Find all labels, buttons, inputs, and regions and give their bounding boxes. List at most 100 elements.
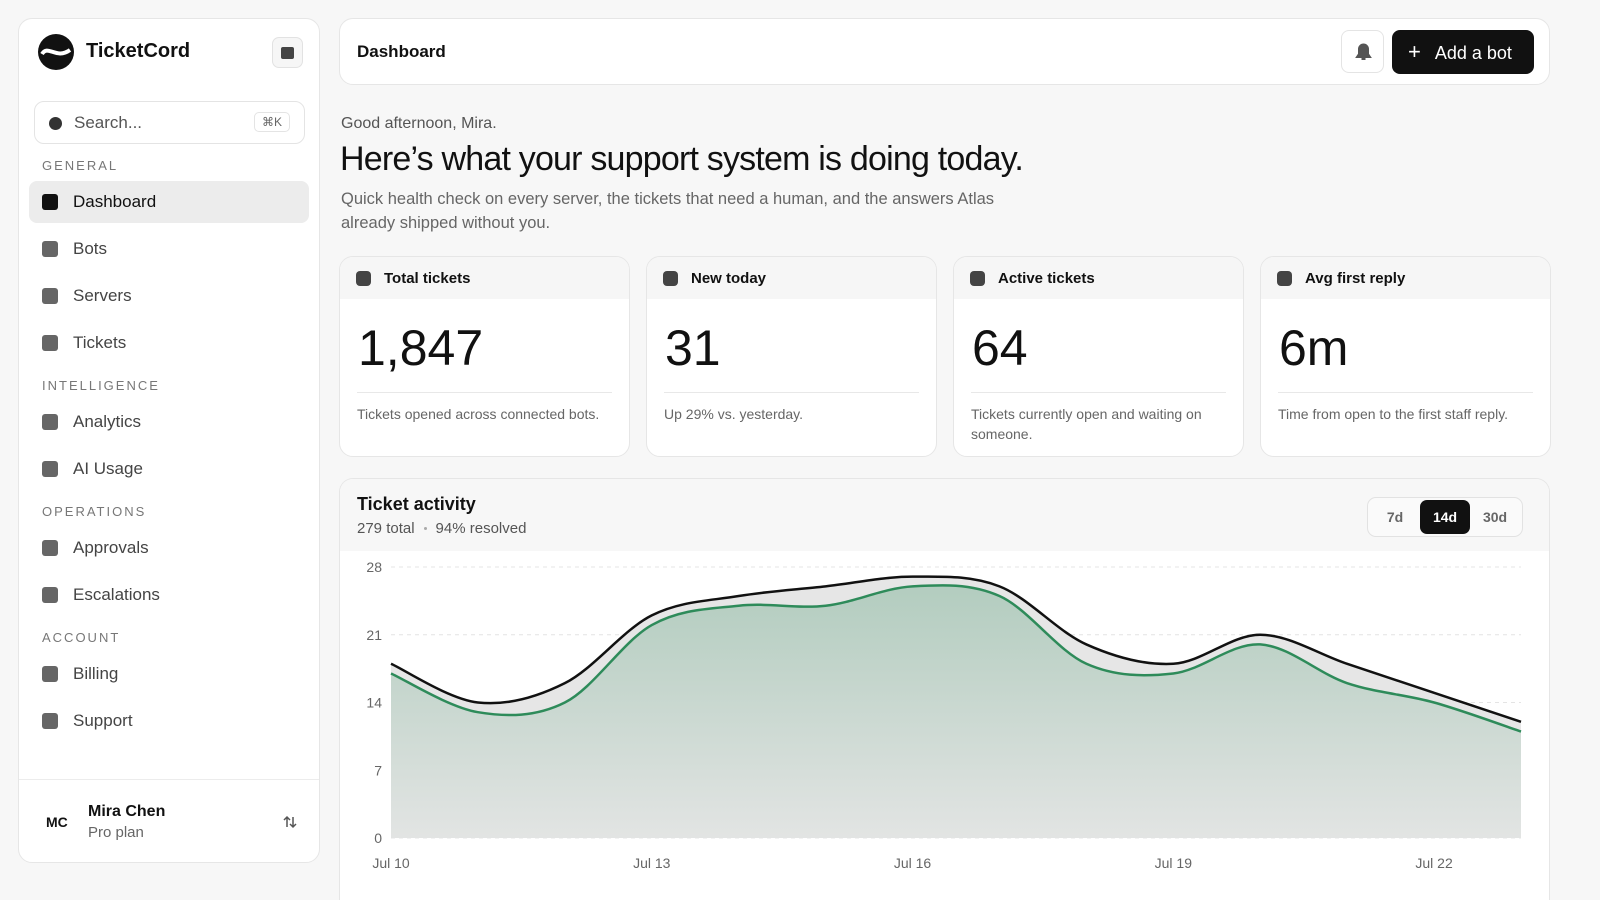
stat-header: New today bbox=[647, 257, 936, 299]
button-label: Add a bot bbox=[1434, 43, 1512, 63]
nav-icon bbox=[42, 713, 58, 729]
chart-title: Ticket activity bbox=[357, 494, 476, 514]
nav-item[interactable]: Approvals bbox=[29, 527, 309, 569]
nav-icon bbox=[42, 194, 58, 210]
nav-section: GENERAL Dashboard Bots Servers Tickets bbox=[19, 154, 319, 364]
nav-label: Approvals bbox=[73, 538, 149, 557]
stat-divider bbox=[971, 392, 1226, 393]
nav-label: Servers bbox=[73, 286, 132, 305]
headline: Here’s what your support system is doing… bbox=[340, 140, 1024, 178]
nav-icon bbox=[42, 288, 58, 304]
x-tick-label: Jul 16 bbox=[894, 855, 932, 871]
user-menu[interactable] bbox=[283, 815, 297, 829]
nav-label: Tickets bbox=[73, 333, 127, 352]
stat-icon bbox=[356, 270, 371, 286]
stat-header: Active tickets bbox=[954, 257, 1243, 299]
stat-divider bbox=[357, 392, 612, 393]
stat-icon bbox=[970, 270, 985, 286]
stat-icon bbox=[1277, 270, 1292, 286]
nav-item[interactable]: Analytics bbox=[29, 401, 309, 443]
nav-item[interactable]: Support bbox=[29, 700, 309, 742]
nav-icon bbox=[42, 540, 58, 556]
nav-label: Escalations bbox=[73, 585, 160, 604]
stat-value: 64 bbox=[972, 320, 1028, 376]
nav-section-title: ACCOUNT bbox=[42, 630, 121, 645]
nav-section: INTELLIGENCE Analytics AI Usage bbox=[19, 374, 319, 490]
total: 279 total bbox=[357, 520, 415, 537]
line bbox=[390, 584, 1522, 733]
stat-card: New today 31 Up 29% vs. yesterday. bbox=[646, 256, 937, 457]
divider bbox=[19, 779, 319, 780]
nav: GENERAL Dashboard Bots Servers Tickets INTELL… bbox=[19, 154, 319, 752]
nav-item[interactable]: Bots bbox=[29, 228, 309, 270]
resolved: 94% resolved bbox=[435, 520, 527, 537]
user-plan: Pro plan bbox=[88, 824, 144, 841]
nav-label: Support bbox=[73, 711, 133, 730]
range-toggle: 7d 14d 30d bbox=[1367, 497, 1523, 537]
nav-icon bbox=[42, 587, 58, 603]
nav-item[interactable]: Billing bbox=[29, 653, 309, 695]
collapse-button[interactable] bbox=[272, 37, 303, 68]
nav-section: OPERATIONS Approvals Escalations bbox=[19, 500, 319, 616]
nav-item[interactable]: AI Usage bbox=[29, 448, 309, 490]
stat-card: Avg first reply 6m Time from open to the f… bbox=[1260, 256, 1551, 457]
chart: 0 7 14 21 28 Jul 10 Jul 13 Jul 16 Jul 19 Jul 22 bbox=[340, 551, 1549, 900]
x-tick-label: Jul 22 bbox=[1415, 855, 1453, 871]
chart-subtitle: 279 total 94% resolved bbox=[357, 520, 526, 537]
stat-value: 1,847 bbox=[358, 320, 484, 376]
stat-card: Total tickets 1,847 Tickets opened across … bbox=[339, 256, 630, 457]
nav-item[interactable]: Tickets bbox=[29, 322, 309, 364]
nav-item[interactable]: Dashboard bbox=[29, 181, 309, 223]
range-button[interactable]: 7d bbox=[1386, 509, 1404, 525]
header: Dashboard + Add a bot bbox=[339, 18, 1550, 85]
stat-label: Avg first reply bbox=[1305, 269, 1406, 287]
nav-icon bbox=[42, 666, 58, 682]
nav-label: Analytics bbox=[73, 412, 142, 431]
stat-note: Tickets currently open and waiting on so… bbox=[971, 406, 1202, 442]
y-tick-label: 14 bbox=[366, 695, 382, 711]
nav-icon bbox=[42, 414, 58, 430]
y-tick-label: 7 bbox=[374, 762, 382, 778]
stat-icon bbox=[663, 270, 678, 286]
nav-icon bbox=[42, 241, 58, 257]
stat-card: Active tickets 64 Tickets currently open a… bbox=[953, 256, 1244, 457]
nav-section-title: GENERAL bbox=[42, 158, 119, 173]
greeting: Good afternoon, Mira. bbox=[341, 115, 497, 132]
range-button[interactable]: 30d bbox=[1482, 509, 1508, 525]
stat-divider bbox=[664, 392, 919, 393]
activity-card: Ticket activity 279 total 94% resolved 7… bbox=[339, 478, 1550, 900]
y-tick-label: 28 bbox=[366, 559, 382, 575]
x-tick-label: Jul 10 bbox=[372, 855, 410, 871]
page-title: Dashboard bbox=[357, 42, 446, 61]
stat-label: Active tickets bbox=[998, 269, 1095, 287]
nav-item[interactable]: Escalations bbox=[29, 574, 309, 616]
stat-header: Avg first reply bbox=[1261, 257, 1550, 299]
stat-value: 6m bbox=[1279, 320, 1349, 376]
x-tick-label: Jul 13 bbox=[633, 855, 671, 871]
description: Quick health check on every server, the … bbox=[341, 190, 995, 232]
notifications-button[interactable] bbox=[1341, 30, 1384, 73]
nav-section-title: OPERATIONS bbox=[42, 504, 147, 519]
range-button[interactable]: 14d bbox=[1420, 500, 1470, 534]
sidebar: TicketCord Search... ⌘K GENERAL Dashboard… bbox=[18, 18, 320, 863]
nav-item[interactable]: Servers bbox=[29, 275, 309, 317]
user-name: Mira Chen bbox=[88, 803, 166, 820]
nav-section-title: INTELLIGENCE bbox=[42, 378, 160, 393]
avatar: MC bbox=[46, 814, 68, 830]
logo bbox=[38, 34, 74, 70]
stat-value: 31 bbox=[665, 320, 721, 376]
stat-note: Tickets opened across connected bots. bbox=[357, 406, 600, 422]
y-tick-label: 21 bbox=[366, 627, 382, 643]
stat-divider bbox=[1278, 392, 1533, 393]
nav-label: Bots bbox=[73, 239, 108, 258]
stat-note: Up 29% vs. yesterday. bbox=[664, 406, 804, 422]
shortcut: ⌘K bbox=[254, 112, 291, 132]
stat-label: Total tickets bbox=[384, 269, 471, 287]
add-bot-button[interactable]: + Add a bot bbox=[1392, 30, 1534, 74]
nav-label: Dashboard bbox=[73, 192, 157, 211]
nav-label: AI Usage bbox=[73, 459, 143, 478]
stat-header: Total tickets bbox=[340, 257, 629, 299]
line bbox=[390, 575, 1522, 724]
search-box[interactable]: Search... ⌘K bbox=[34, 101, 305, 144]
